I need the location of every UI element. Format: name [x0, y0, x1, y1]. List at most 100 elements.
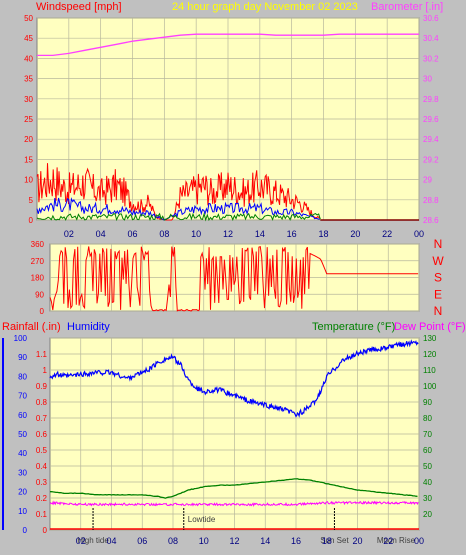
rain-tick: 0.6	[36, 430, 48, 439]
hour-tick: 20	[352, 536, 362, 546]
humidity-line	[49, 339, 419, 418]
direction-tick: 360	[31, 240, 45, 249]
humidity-tick: 0	[23, 526, 28, 535]
temperature-tick: 70	[423, 430, 432, 439]
hour-tick: 18	[322, 536, 332, 546]
windspeed-tick: 0	[29, 216, 34, 225]
rain-tick: 0.8	[36, 398, 48, 407]
direction-tick: 270	[31, 257, 45, 266]
compass-label: W	[432, 254, 444, 268]
barometer-line	[37, 33, 419, 57]
rain-tick: 0	[43, 526, 48, 535]
wind-average-line	[36, 197, 320, 221]
humidity-tick: 10	[18, 507, 27, 516]
humidity-tick: 50	[18, 430, 27, 439]
temperature-tick: 50	[423, 462, 432, 471]
temperature-tick: 110	[423, 366, 436, 375]
hour-tick: 22	[382, 229, 392, 239]
wind-lull-line	[36, 212, 321, 222]
rain-tick: 1	[43, 366, 48, 375]
hour-tick: 10	[199, 536, 209, 546]
rain-tick: 1.1	[36, 350, 48, 359]
barometer-tick: 29.6	[423, 115, 439, 124]
windspeed-tick: 15	[24, 155, 33, 164]
compass-label: S	[434, 271, 442, 285]
wind-grid	[37, 17, 420, 221]
hour-tick: 04	[96, 229, 106, 239]
temperature-tick: 120	[423, 350, 437, 359]
windspeed-tick: 5	[29, 196, 34, 205]
temperature-tick-labels: 20 30 40 50 60 70 80 90 100 110 120 130	[423, 334, 437, 519]
barometer-tick: 30.4	[423, 34, 439, 43]
humidity-tick: 100	[14, 334, 28, 343]
event-label: Lowtide	[188, 515, 216, 524]
humidity-tick-labels: 0 10 20 30 40 50 60 70 80 90 100	[2, 334, 28, 535]
wind-direction-line	[49, 246, 419, 312]
rain-tick: 0.7	[36, 414, 48, 423]
barometer-tick: 28.6	[423, 216, 439, 225]
rain-tick: 0.1	[36, 510, 48, 519]
temperature-tick: 40	[423, 478, 432, 487]
temperature-axis-label: Temperature (°F)	[312, 321, 395, 333]
barometer-axis-label: Barometer [.in]	[371, 1, 443, 13]
hour-tick: 20	[350, 229, 360, 239]
hour-tick: 12	[229, 536, 239, 546]
temperature-tick: 100	[423, 382, 437, 391]
rain-tick: 0.2	[36, 494, 48, 503]
barometer-tick: 29.2	[423, 155, 439, 164]
event-label: Sun Set	[320, 536, 349, 545]
hour-tick: 22	[383, 536, 393, 546]
rainfall-axis-label: Rainfall (.in)	[2, 321, 61, 333]
temperature-tick: 30	[423, 494, 432, 503]
direction-tick: 180	[31, 274, 45, 283]
humidity-tick: 40	[18, 449, 27, 458]
temperature-line	[49, 478, 418, 499]
hour-tick: 06	[137, 536, 147, 546]
wind-hour-tick-labels: 02 04 06 08 10 12 14 16 18 20 22 00	[64, 229, 424, 239]
dewpoint-line	[49, 500, 419, 507]
event-annotations: High tide Lowtide Sun Set Moon Rise	[77, 508, 416, 545]
windspeed-tick: 10	[24, 176, 33, 185]
windspeed-tick: 45	[24, 34, 33, 43]
hour-tick: 04	[106, 536, 116, 546]
hour-tick: 14	[255, 229, 265, 239]
compass-label: E	[434, 287, 442, 301]
temperature-tick: 90	[423, 398, 432, 407]
humidity-tick: 30	[18, 468, 27, 477]
hour-tick: 02	[76, 536, 86, 546]
hour-tick: 10	[191, 229, 201, 239]
windspeed-tick: 20	[24, 135, 33, 144]
humidity-tick: 80	[18, 372, 27, 381]
dewpoint-axis-label: Dew Point (°F)	[394, 321, 466, 333]
rain-tick-labels: 0 0.1 0.2 0.3 0.4 0.5 0.6 0.7 0.8 0.9 1 1.1	[36, 350, 48, 535]
temperature-grid	[50, 337, 420, 531]
windspeed-tick: 25	[24, 115, 33, 124]
rain-tick: 0.4	[36, 462, 48, 471]
barometer-tick-labels: 28.6 28.8 29 29.2 29.4 29.6 29.8 30 30.2 30.4 30.6	[423, 14, 439, 225]
barometer-tick: 30.2	[423, 54, 439, 63]
hour-tick: 00	[414, 229, 424, 239]
hour-tick: 02	[64, 229, 74, 239]
windspeed-tick: 40	[24, 54, 33, 63]
barometer-tick: 30.6	[423, 14, 439, 23]
windspeed-tick: 50	[24, 14, 33, 23]
hour-tick: 00	[414, 536, 424, 546]
humidity-tick: 90	[18, 353, 27, 362]
temperature-tick: 20	[423, 510, 432, 519]
compass-label: N	[434, 304, 443, 318]
compass-label: N	[434, 237, 443, 251]
rain-tick: 0.5	[36, 446, 48, 455]
hour-tick: 14	[260, 536, 270, 546]
wind-gust-line	[36, 163, 321, 221]
temperature-hour-tick-labels: 02 04 06 08 10 12 14 16 18 20 22 00	[76, 536, 424, 546]
hour-tick: 08	[159, 229, 169, 239]
barometer-tick: 29.8	[423, 95, 439, 104]
rain-tick: 0.3	[36, 478, 48, 487]
direction-tick-labels: 0 90 180 270 360	[31, 240, 45, 316]
temperature-series	[49, 339, 419, 530]
